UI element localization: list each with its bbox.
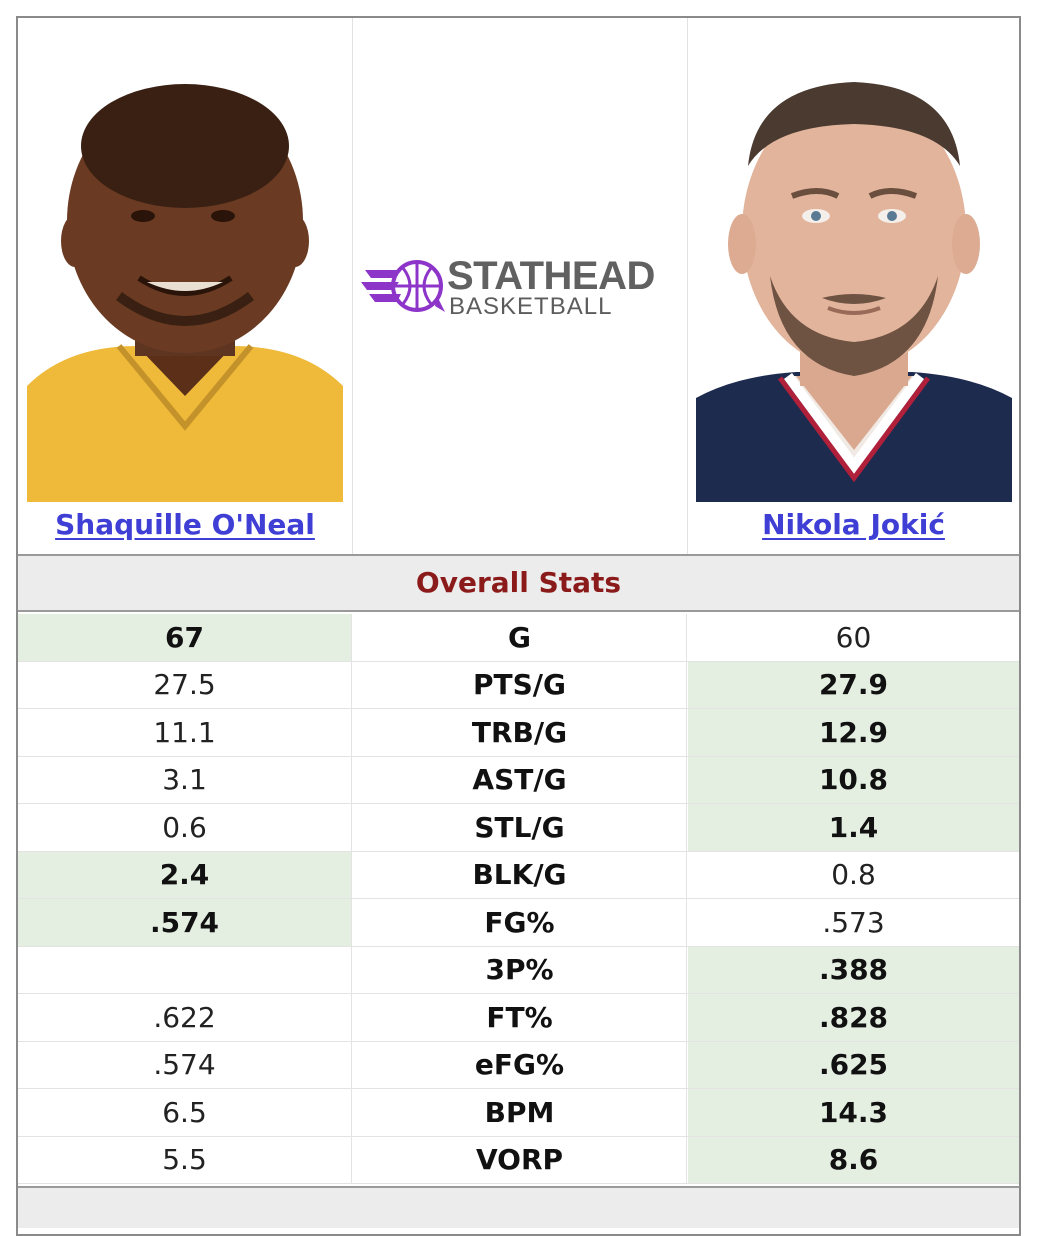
stat-label: TRB/G <box>353 709 687 756</box>
stat-value-left: 6.5 <box>18 1089 352 1136</box>
stat-value-right: .573 <box>822 905 885 939</box>
comparison-table: Shaquille O'Neal STATHEAD BASKETBALL <box>16 16 1021 1236</box>
stat-value-right: 60 <box>835 620 872 654</box>
left-player-column: Shaquille O'Neal <box>18 18 353 554</box>
stat-value-right: 0.8 <box>831 858 876 892</box>
stat-row: .574 FG% .573 <box>18 899 1019 947</box>
stat-row: 2.4 BLK/G 0.8 <box>18 851 1019 899</box>
stat-row: 3.1 AST/G 10.8 <box>18 756 1019 804</box>
stathead-logo[interactable]: STATHEAD BASKETBALL <box>361 254 681 324</box>
right-player-column: Nikola Jokić <box>688 18 1019 554</box>
stat-value-right: .828 <box>688 994 1019 1041</box>
stat-value-left: .574 <box>18 899 352 946</box>
stat-value-left: 2.4 <box>18 851 352 898</box>
stat-label: STL/G <box>353 804 687 851</box>
stat-label: G <box>353 614 687 661</box>
player-link-jokic[interactable]: Nikola Jokić <box>762 508 945 541</box>
stat-value-left: 3.1 <box>18 756 352 803</box>
stat-row: 0.6 STL/G 1.4 <box>18 804 1019 852</box>
stat-value-right: 1.4 <box>688 804 1019 851</box>
stat-row: 3P% .388 <box>18 946 1019 994</box>
stat-value-right: .625 <box>688 1041 1019 1088</box>
stat-value-right: 14.3 <box>688 1089 1019 1136</box>
stat-value-right: 10.8 <box>688 756 1019 803</box>
stat-row: 27.5 PTS/G 27.9 <box>18 661 1019 709</box>
stat-value-left <box>18 946 352 993</box>
logo-subtitle: BASKETBALL <box>449 293 613 320</box>
stat-value-left: .622 <box>18 994 352 1041</box>
stat-row: 6.5 BPM 14.3 <box>18 1089 1019 1137</box>
stat-label: FT% <box>353 994 687 1041</box>
stat-row: .574 eFG% .625 <box>18 1041 1019 1089</box>
stats-table: 67 G 60 27.5 PTS/G 27.9 11.1 TRB/G 12.9 3.1 AST/G 1… <box>18 614 1019 1184</box>
stat-label: eFG% <box>353 1041 687 1088</box>
stat-row: 67 G 60 <box>18 614 1019 662</box>
stat-value-right: 12.9 <box>688 709 1019 756</box>
stat-label: FG% <box>353 899 687 946</box>
stat-value-left: 27.5 <box>18 661 352 708</box>
stat-value-left: 0.6 <box>18 804 352 851</box>
player-photo-jokic <box>696 46 1012 502</box>
stat-row: 11.1 TRB/G 12.9 <box>18 709 1019 757</box>
stat-value-right: .388 <box>688 946 1019 993</box>
stat-value-left: 11.1 <box>18 709 352 756</box>
stathead-basketball-logo-icon <box>361 260 445 312</box>
stat-value-right: 27.9 <box>688 661 1019 708</box>
stat-row: .622 FT% .828 <box>18 994 1019 1042</box>
stat-value-left: 67 <box>18 614 352 661</box>
stat-row: 5.5 VORP 8.6 <box>18 1136 1019 1184</box>
stat-value-right: 8.6 <box>688 1136 1019 1183</box>
table-footer-bar <box>18 1186 1019 1228</box>
logo-column: STATHEAD BASKETBALL <box>353 18 688 554</box>
stat-value-left: .574 <box>18 1041 352 1088</box>
stat-value-left: 5.5 <box>18 1136 352 1183</box>
stat-label: VORP <box>353 1136 687 1183</box>
stat-label: PTS/G <box>353 661 687 708</box>
player-link-oneal[interactable]: Shaquille O'Neal <box>55 508 315 541</box>
section-title: Overall Stats <box>415 566 622 599</box>
stat-label: BPM <box>353 1089 687 1136</box>
stat-label: 3P% <box>353 946 687 993</box>
stat-label: BLK/G <box>353 851 687 898</box>
section-heading: Overall Stats <box>18 554 1019 612</box>
stat-label: AST/G <box>353 756 687 803</box>
logo-wordmark: STATHEAD <box>447 254 655 298</box>
player-photo-oneal <box>27 46 343 502</box>
player-header: Shaquille O'Neal STATHEAD BASKETBALL <box>18 18 1019 554</box>
